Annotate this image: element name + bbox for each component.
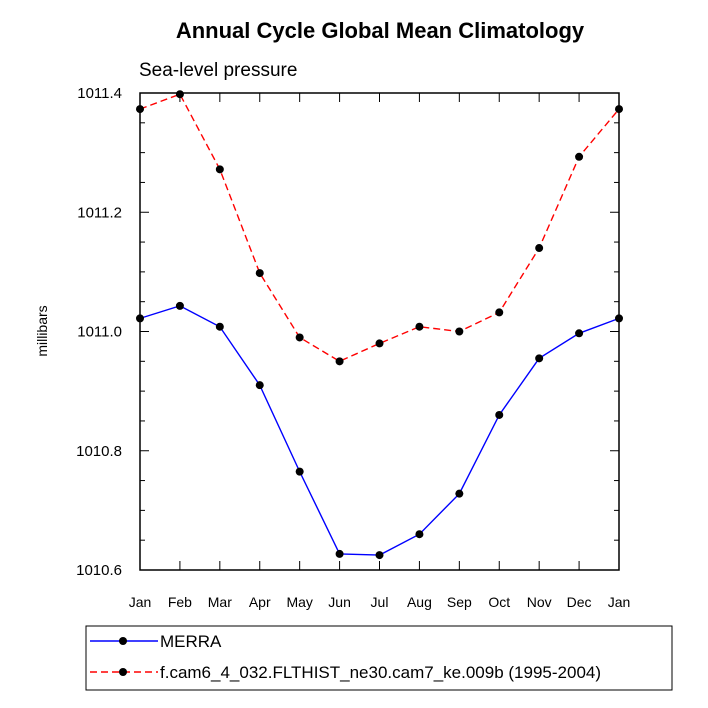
data-point: [375, 551, 384, 560]
legend-marker: [119, 668, 127, 676]
legend-marker: [119, 637, 127, 645]
x-tick-label: Apr: [249, 594, 271, 610]
x-tick-label: Feb: [168, 594, 192, 610]
x-tick-label: Nov: [527, 594, 552, 610]
data-point: [295, 467, 304, 476]
x-tick-label: Mar: [208, 594, 232, 610]
plot-frame: [139, 92, 620, 571]
y-tick-labels: 1010.6 1010.8 1011.0 1011.2 1011.4: [76, 85, 122, 579]
data-point: [175, 90, 184, 99]
series-group: [136, 90, 623, 560]
data-point: [615, 105, 623, 114]
data-point: [175, 301, 184, 310]
data-point: [215, 322, 224, 331]
x-tick-labels: Jan Feb Mar Apr May Jun Jul Aug Sep Oct Nov Dec Jan: [129, 594, 631, 610]
x-tick-label: Aug: [407, 594, 432, 610]
data-point: [455, 327, 464, 336]
y-tick-label: 1010.6: [76, 562, 122, 579]
y-tick-label: 1010.8: [76, 443, 122, 460]
x-tick-label: Oct: [488, 594, 510, 610]
data-point: [255, 381, 264, 390]
data-point: [415, 530, 424, 539]
y-axis-label: millibars: [34, 305, 50, 356]
data-point: [615, 314, 623, 323]
data-point: [495, 308, 504, 317]
data-point: [335, 549, 344, 558]
axis-ticks: [139, 92, 620, 571]
chart-subtitle: Sea-level pressure: [139, 60, 297, 81]
data-point: [535, 354, 544, 363]
legend-label: f.cam6_4_032.FLTHIST_ne30.cam7_ke.009b (…: [160, 663, 601, 682]
x-tick-label: Jan: [608, 594, 631, 610]
data-point: [575, 329, 584, 338]
x-tick-label: Jun: [328, 594, 351, 610]
x-tick-label: Dec: [567, 594, 592, 610]
data-point: [535, 244, 544, 253]
data-point: [136, 105, 144, 114]
chart-title: Annual Cycle Global Mean Climatology: [176, 18, 585, 43]
y-tick-label: 1011.0: [77, 324, 122, 341]
data-point: [575, 152, 584, 161]
series-line: [139, 93, 620, 363]
data-point: [495, 410, 504, 419]
x-tick-label: Sep: [447, 594, 472, 610]
data-point: [335, 357, 344, 366]
y-tick-label: 1011.2: [77, 204, 122, 221]
y-tick-label: 1011.4: [77, 85, 122, 102]
x-tick-label: Jul: [371, 594, 389, 610]
data-point: [295, 333, 304, 342]
legend: MERRA f.cam6_4_032.FLTHIST_ne30.cam7_ke.0…: [90, 632, 601, 682]
data-point: [415, 322, 424, 331]
data-point: [255, 269, 264, 278]
x-tick-label: May: [286, 594, 312, 610]
data-point: [136, 314, 144, 323]
data-point: [215, 165, 224, 174]
data-point: [455, 489, 464, 498]
data-point: [375, 339, 384, 348]
legend-box: [85, 625, 673, 691]
legend-label: MERRA: [160, 632, 222, 651]
x-tick-label: Jan: [129, 594, 152, 610]
